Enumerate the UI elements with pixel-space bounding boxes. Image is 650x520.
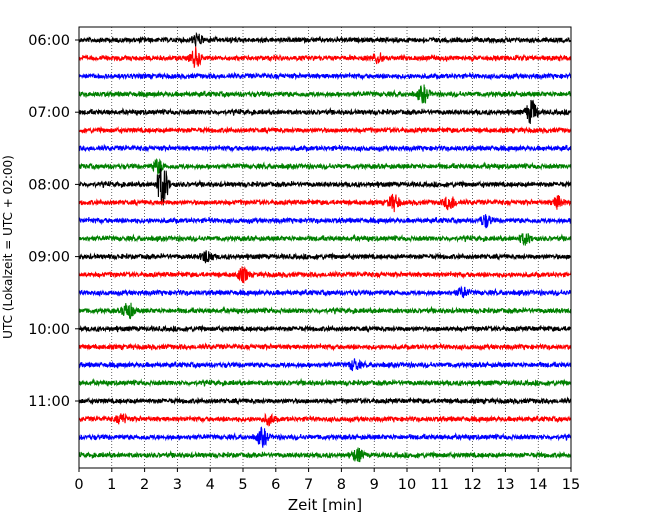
y-tick-label: 06:00 — [28, 33, 70, 49]
trace-row — [78, 84, 572, 105]
trace-row — [78, 377, 572, 388]
trace-row — [78, 214, 572, 229]
plot-frame — [78, 26, 572, 469]
trace-row — [78, 447, 572, 463]
x-tick-label: 14 — [529, 477, 547, 493]
x-axis: 0 1 2 3 4 5 6 7 8 9 10 11 12 13 14 15 — [74, 468, 580, 493]
y-axis-label: UTC (Lokalzeit = UTC + 02:00) — [1, 155, 15, 339]
trace-row — [78, 193, 572, 213]
x-tick-label: 8 — [337, 477, 346, 493]
x-tick-label: 0 — [74, 477, 83, 493]
y-axis: 06:00 07:00 08:00 09:00 10:00 11:00 — [28, 33, 79, 410]
x-tick-label: 4 — [206, 477, 215, 493]
trace-row — [78, 71, 572, 81]
x-tick-label: 3 — [173, 477, 182, 493]
y-tick-label: 07:00 — [28, 105, 70, 121]
trace-row — [78, 31, 572, 47]
trace-row — [78, 302, 572, 320]
y-tick-label: 10:00 — [28, 322, 70, 338]
x-tick-label: 13 — [496, 477, 514, 493]
trace-row — [78, 426, 572, 448]
trace-row — [78, 342, 572, 352]
y-tick-label: 11:00 — [28, 394, 70, 410]
x-tick-label: 11 — [431, 477, 449, 493]
x-tick-label: 10 — [398, 477, 416, 493]
trace-row — [78, 396, 572, 406]
trace-row — [78, 99, 572, 125]
seismogram-traces — [78, 31, 572, 463]
x-tick-label: 12 — [463, 477, 481, 493]
x-tick-label: 9 — [370, 477, 379, 493]
trace-row — [78, 125, 572, 135]
trace-row — [78, 324, 572, 334]
x-tick-label: 15 — [562, 477, 580, 493]
trace-row — [78, 265, 572, 284]
x-axis-label: Zeit [min] — [288, 496, 362, 514]
trace-row — [78, 168, 572, 206]
trace-row — [78, 412, 572, 427]
y-tick-label: 08:00 — [28, 177, 70, 193]
trace-row — [78, 233, 572, 246]
x-tick-label: 2 — [140, 477, 149, 493]
x-tick-label: 5 — [238, 477, 247, 493]
trace-row — [78, 250, 572, 264]
x-tick-label: 7 — [304, 477, 313, 493]
x-tick-label: 1 — [107, 477, 116, 493]
x-tick-label: 6 — [271, 477, 280, 493]
trace-row — [78, 285, 572, 299]
trace-row — [78, 358, 572, 372]
trace-row — [78, 158, 572, 175]
trace-row — [78, 143, 572, 153]
trace-row — [78, 46, 572, 68]
y-tick-label: 09:00 — [28, 250, 70, 266]
